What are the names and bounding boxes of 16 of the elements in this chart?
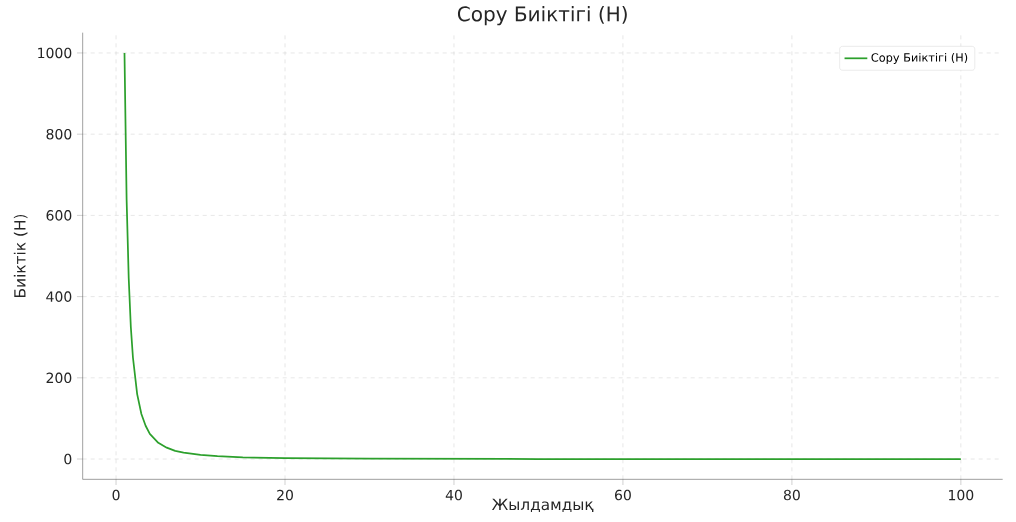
x-tick-label: 80 [783, 489, 800, 501]
x-tick-label: 20 [277, 489, 293, 501]
y-tick-label: 400 [46, 291, 72, 302]
y-tick-label: 200 [46, 372, 72, 384]
x-tick-label: 0 [112, 489, 120, 501]
x-tick-label: 60 [615, 489, 631, 501]
y-axis-title: Биіктік (Н) [13, 214, 28, 297]
legend-label: Сору Биіктігі (Н) [871, 53, 968, 64]
y-tick-label: 600 [46, 210, 72, 221]
chart-title: Сору Биіктігі (Н) [457, 5, 627, 26]
x-tick-label: 100 [949, 489, 974, 501]
y-tick-label: 800 [46, 128, 72, 140]
x-axis-title: Жылдамдық [491, 498, 594, 513]
y-tick-label: 0 [64, 453, 72, 465]
x-tick-label: 40 [445, 489, 462, 501]
y-tick-label: 1000 [38, 47, 72, 59]
